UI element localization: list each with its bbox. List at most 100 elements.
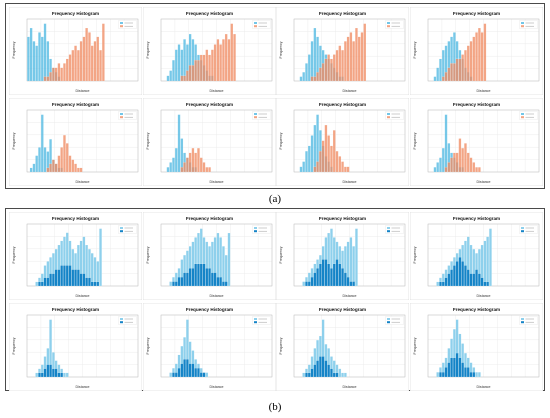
histogram-bar bbox=[461, 362, 465, 378]
chart-title: Frequency Histogram bbox=[453, 216, 500, 221]
legend-box bbox=[118, 20, 137, 29]
histogram-bar bbox=[444, 367, 448, 378]
histogram-bar bbox=[54, 269, 58, 287]
x-axis-label: Distance bbox=[343, 385, 357, 389]
histogram-panel: Frequency Histogram Distance Frequency bbox=[9, 98, 142, 186]
histogram-bar bbox=[341, 372, 344, 378]
histogram-bar bbox=[433, 76, 437, 82]
histogram-bar bbox=[302, 281, 306, 287]
histogram-bar bbox=[183, 162, 186, 173]
histogram-bar bbox=[169, 70, 173, 82]
histogram-bar bbox=[330, 268, 333, 287]
histogram-bar bbox=[338, 156, 342, 173]
legend-swatch bbox=[120, 227, 123, 229]
histogram-bar bbox=[313, 272, 317, 287]
histogram-bar bbox=[335, 372, 339, 378]
histogram-bar bbox=[453, 63, 456, 82]
histogram-bar bbox=[93, 41, 97, 82]
legend-swatch bbox=[521, 113, 524, 115]
histogram-bar bbox=[313, 166, 317, 173]
histogram-bar bbox=[472, 36, 476, 82]
histogram-bar bbox=[441, 76, 445, 82]
x-axis-label: Distance bbox=[210, 294, 224, 298]
panel-frame bbox=[143, 98, 276, 186]
histogram-bar bbox=[321, 259, 325, 287]
histogram-bar bbox=[166, 167, 170, 173]
histogram-bar bbox=[40, 372, 44, 378]
histogram-bar bbox=[453, 152, 456, 173]
histogram-bar bbox=[436, 281, 440, 287]
histogram-bar bbox=[71, 269, 75, 287]
histogram-bar bbox=[46, 167, 50, 173]
plot-area bbox=[26, 18, 139, 82]
histogram-bar bbox=[302, 372, 306, 378]
histogram-bar bbox=[447, 362, 451, 378]
legend-swatch bbox=[120, 318, 123, 320]
plot-area bbox=[427, 314, 540, 378]
histogram-bar bbox=[352, 41, 355, 82]
y-axis-label: Frequency bbox=[12, 41, 16, 58]
x-axis-label: Distance bbox=[477, 180, 491, 184]
histogram-bar bbox=[29, 167, 33, 173]
histogram-bar bbox=[183, 75, 186, 82]
histogram-bar bbox=[188, 268, 192, 287]
x-axis-label: Distance bbox=[343, 180, 357, 184]
histogram-bar bbox=[455, 58, 459, 82]
legend-swatch bbox=[254, 116, 257, 119]
histogram-bar bbox=[49, 364, 52, 378]
histogram-bar bbox=[172, 157, 175, 173]
legend-box bbox=[519, 111, 538, 120]
histogram-panel: Frequency Histogram Distance Frequency bbox=[276, 303, 409, 391]
histogram-bar bbox=[68, 265, 72, 287]
histogram-bar bbox=[199, 263, 203, 287]
histogram-bar bbox=[54, 163, 58, 173]
histogram-panel: Frequency Histogram Distance Frequency bbox=[410, 7, 543, 95]
histogram-bar bbox=[357, 36, 361, 82]
histogram-bar bbox=[222, 281, 225, 287]
histogram-bar bbox=[335, 259, 339, 287]
histogram-bar bbox=[475, 269, 478, 287]
histogram-bar bbox=[208, 268, 211, 287]
panel-frame bbox=[9, 303, 142, 391]
histogram-bar bbox=[321, 63, 325, 82]
histogram-bar bbox=[466, 152, 470, 173]
x-axis-label: Distance bbox=[477, 294, 491, 298]
histogram-bar bbox=[224, 281, 228, 287]
histogram-bar bbox=[194, 152, 198, 173]
histogram-bar bbox=[96, 36, 100, 82]
histogram-bar bbox=[63, 372, 66, 378]
histogram-svg: Frequency Histogram Distance Frequency bbox=[143, 7, 276, 95]
histogram-bar bbox=[213, 272, 217, 287]
histogram-bar bbox=[65, 143, 69, 173]
histogram-bar bbox=[475, 167, 478, 173]
x-axis-label: Distance bbox=[343, 89, 357, 93]
histogram-bar bbox=[38, 372, 41, 378]
legend-swatch bbox=[120, 321, 123, 324]
histogram-bar bbox=[208, 54, 211, 82]
legend-swatch bbox=[254, 22, 257, 24]
histogram-bar bbox=[319, 356, 322, 378]
histogram-bar bbox=[52, 67, 55, 82]
histogram-bar bbox=[63, 265, 66, 287]
plot-area bbox=[293, 314, 406, 378]
histogram-bar bbox=[321, 140, 325, 173]
histogram-bar bbox=[186, 70, 189, 82]
histogram-bar bbox=[307, 372, 311, 378]
histogram-bar bbox=[458, 138, 462, 173]
histogram-bar bbox=[310, 277, 314, 287]
histogram-svg: Frequency Histogram Distance Frequency bbox=[410, 7, 543, 95]
legend-swatch bbox=[254, 113, 257, 115]
histogram-panel: Frequency Histogram Distance Frequency bbox=[143, 212, 276, 300]
histogram-bar bbox=[227, 39, 231, 82]
histogram-bar bbox=[101, 23, 105, 82]
histogram-bar bbox=[211, 272, 214, 287]
histogram-bar bbox=[85, 27, 88, 82]
histogram-bar bbox=[222, 39, 225, 82]
legend-box bbox=[252, 111, 271, 120]
y-axis-label: Frequency bbox=[413, 132, 417, 149]
histogram-bar bbox=[77, 269, 80, 287]
histogram-bar bbox=[43, 76, 47, 82]
histogram-bar bbox=[52, 368, 55, 378]
histogram-bar bbox=[88, 277, 91, 287]
histogram-bar bbox=[486, 281, 489, 287]
